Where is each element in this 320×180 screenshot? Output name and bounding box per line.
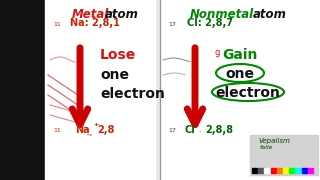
Bar <box>258 168 264 173</box>
Text: Na: Na <box>75 125 90 135</box>
Bar <box>271 168 276 173</box>
Text: 2,8,8: 2,8,8 <box>205 125 233 135</box>
Text: 17: 17 <box>168 22 176 27</box>
Text: Nonmetal: Nonmetal <box>190 8 254 21</box>
Text: 17: 17 <box>168 128 176 133</box>
Bar <box>250 135 318 175</box>
Text: Vepalism: Vepalism <box>258 138 290 144</box>
Text: electron: electron <box>100 87 165 101</box>
Bar <box>301 168 307 173</box>
Bar <box>45 0 155 180</box>
Text: Cl: 2,8,7: Cl: 2,8,7 <box>187 18 233 28</box>
Text: electron: electron <box>216 86 280 100</box>
Bar <box>264 168 270 173</box>
Bar <box>308 168 313 173</box>
Text: ·: · <box>198 128 201 137</box>
Text: +: + <box>93 122 98 127</box>
Text: Na: 2,8,1: Na: 2,8,1 <box>70 18 120 28</box>
Text: 11: 11 <box>53 22 61 27</box>
Bar <box>252 168 258 173</box>
Text: falle: falle <box>260 145 274 150</box>
Text: atom: atom <box>105 8 139 21</box>
Text: Gain: Gain <box>222 48 257 62</box>
Text: Metal: Metal <box>71 8 108 21</box>
Text: one: one <box>100 68 129 82</box>
Text: g: g <box>215 48 220 57</box>
Text: ~: ~ <box>85 131 92 140</box>
Bar <box>0 0 45 180</box>
Bar <box>283 168 289 173</box>
Bar <box>277 168 282 173</box>
Bar <box>289 168 295 173</box>
Text: 11: 11 <box>53 128 61 133</box>
Text: 2,8: 2,8 <box>97 125 114 135</box>
Text: atom: atom <box>253 8 287 21</box>
Bar <box>295 168 301 173</box>
Bar <box>160 0 320 180</box>
Text: one: one <box>226 67 254 81</box>
Text: Cl: Cl <box>185 125 196 135</box>
Text: Lose: Lose <box>100 48 136 62</box>
